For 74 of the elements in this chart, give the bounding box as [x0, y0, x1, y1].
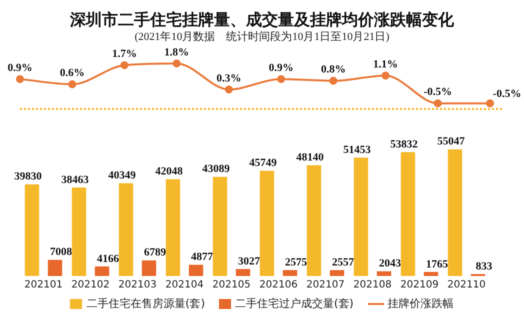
- data-label: 55047: [437, 136, 466, 148]
- data-label: 43089: [202, 163, 230, 176]
- data-label: 42048: [155, 166, 184, 178]
- x-tick-label: 202104: [165, 280, 204, 291]
- legend-label: 二手住宅在售房源量(套): [86, 296, 205, 311]
- data-label: 39830: [14, 170, 42, 183]
- x-tick-label: 202102: [71, 280, 110, 291]
- bar: [376, 271, 392, 276]
- point: [486, 99, 494, 108]
- legend-label: 挂牌价涨跌幅: [388, 296, 454, 311]
- bar: [330, 270, 344, 276]
- bar: [188, 264, 204, 276]
- data-label: 0.3%: [216, 72, 242, 84]
- x-tick-label: 202106: [259, 280, 298, 291]
- bar: [400, 152, 416, 276]
- x-tick-label: 202110: [447, 280, 486, 291]
- bar: [166, 179, 180, 276]
- bar: [24, 184, 40, 276]
- point: [329, 76, 338, 85]
- data-label: 40349: [108, 170, 136, 182]
- point: [68, 80, 76, 88]
- data-label: 2575: [285, 256, 308, 268]
- data-label: -0.5%: [492, 88, 522, 100]
- x-tick-label: 202101: [24, 280, 63, 291]
- data-label: 38463: [61, 174, 90, 186]
- data-label: 1.1%: [373, 58, 398, 70]
- bar: [424, 272, 438, 276]
- data-label: 0.9%: [8, 62, 32, 74]
- data-label: 6789: [144, 246, 167, 259]
- legend-label: 二手住宅过户成交量(套): [235, 296, 354, 311]
- data-label: 833: [476, 260, 493, 272]
- point: [382, 72, 390, 80]
- bar: [142, 260, 156, 276]
- data-label: 2557: [332, 256, 355, 268]
- point: [277, 75, 286, 84]
- data-label: 1.8%: [164, 46, 190, 58]
- data-label: 0.9%: [268, 62, 294, 74]
- data-label: 1765: [426, 258, 449, 270]
- bar: [306, 165, 322, 276]
- data-label: 51453: [343, 144, 372, 156]
- bar: [72, 188, 86, 276]
- data-label: -0.5%: [424, 86, 452, 98]
- bar: [236, 269, 250, 276]
- chart-title: 深圳市二手住宅挂牌量、成交量及挂牌均价涨跌幅变化: [69, 10, 455, 30]
- bar: [118, 183, 134, 276]
- data-label: 2043: [379, 258, 402, 270]
- x-tick-label: 202107: [306, 280, 345, 291]
- data-label: 53832: [390, 138, 418, 151]
- x-tick-label: 202105: [212, 280, 251, 291]
- data-label: 7008: [50, 246, 73, 258]
- bar: [354, 158, 368, 276]
- data-label: 1.7%: [112, 48, 137, 60]
- bar: [212, 176, 228, 276]
- data-label: 3027: [238, 255, 261, 268]
- bar: [282, 270, 298, 276]
- data-label: 48140: [296, 152, 324, 164]
- point: [120, 61, 128, 70]
- point: [172, 59, 181, 68]
- bar: [260, 170, 274, 276]
- data-label: 4166: [97, 252, 120, 265]
- data-label: 45749: [249, 157, 278, 170]
- data-label: 0.6%: [60, 67, 85, 80]
- data-label: 4877: [191, 251, 214, 264]
- x-tick-label: 202103: [118, 280, 157, 291]
- x-tick-label: 202108: [353, 280, 392, 291]
- point: [16, 75, 24, 84]
- chart-subtitle: (2021年10月数据 统计时间段为10月1日至10月21日): [134, 30, 390, 44]
- point: [434, 99, 442, 108]
- bar: [48, 260, 62, 276]
- bar: [448, 149, 462, 276]
- data-label: 0.8%: [320, 64, 346, 76]
- bar: [94, 266, 110, 276]
- point: [224, 85, 233, 94]
- x-tick-label: 202109: [400, 280, 439, 291]
